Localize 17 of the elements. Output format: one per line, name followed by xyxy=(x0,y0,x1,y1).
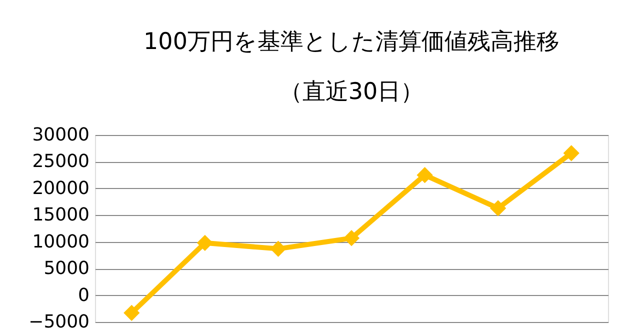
text: 100万円を基準とした清算価値残高推移 xyxy=(144,29,560,55)
point xyxy=(563,145,580,162)
point xyxy=(416,167,433,184)
point xyxy=(343,230,360,246)
point xyxy=(270,240,286,257)
y-tick-label: 20000 xyxy=(32,178,90,199)
point xyxy=(490,200,506,216)
y-tick-label: 25000 xyxy=(32,151,90,172)
y-tick-label: 15000 xyxy=(32,204,90,226)
y-tick-label: 10000 xyxy=(32,231,90,252)
point xyxy=(196,234,213,251)
text: （直近30日） xyxy=(279,79,424,105)
y-tick-label: 0 xyxy=(78,284,90,306)
y-tick-label: −5000 xyxy=(28,312,90,332)
y-tick-label: 30000 xyxy=(32,124,90,146)
point xyxy=(124,304,140,321)
y-tick-label: 5000 xyxy=(44,258,90,280)
